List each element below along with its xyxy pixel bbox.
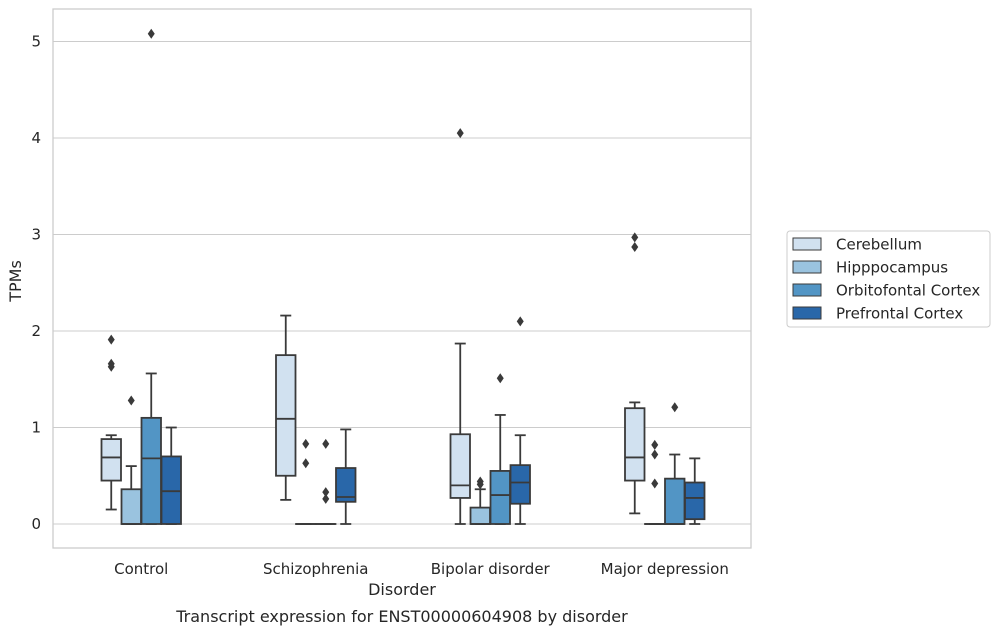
box	[275, 314, 297, 501]
box-body	[120, 488, 142, 525]
y-tick-label: 0	[31, 515, 41, 533]
box-body	[509, 464, 531, 505]
outlier-point	[631, 242, 639, 253]
outlier-point	[302, 458, 310, 469]
box-body	[335, 467, 357, 503]
x-tick-label: Control	[114, 560, 168, 578]
outlier-point	[456, 128, 464, 139]
series-orbitofontal-cortex	[140, 28, 686, 525]
box-body	[275, 354, 297, 477]
legend-label: Cerebellum	[836, 236, 922, 254]
outlier-point	[147, 28, 155, 39]
box	[469, 476, 491, 525]
box	[295, 438, 317, 525]
box	[644, 439, 666, 525]
box-body	[624, 407, 646, 482]
legend-swatch	[792, 283, 822, 297]
outlier-point	[651, 439, 659, 450]
box-body	[449, 433, 471, 499]
y-tick-label: 4	[31, 129, 41, 147]
outlier-point	[476, 476, 484, 487]
series-hipppocampus	[120, 395, 666, 525]
box-body	[489, 470, 511, 525]
y-tick-labels: 0 1 2 3 4 5	[31, 33, 41, 534]
box	[335, 428, 357, 525]
x-tick-label: Schizophrenia	[263, 560, 368, 578]
box	[489, 373, 511, 525]
box	[664, 402, 686, 525]
box	[100, 334, 122, 511]
box-body	[100, 438, 122, 482]
legend-swatch	[792, 306, 822, 320]
series-prefrontal-cortex	[160, 316, 706, 525]
legend-items: Cerebellum Hipppocampus Orbitofontal Corte…	[792, 236, 980, 323]
box	[449, 128, 471, 525]
legend-swatch	[792, 260, 822, 274]
x-tick-label: Major depression	[601, 560, 729, 578]
box-body	[140, 416, 162, 525]
plot-area-frame	[52, 8, 752, 549]
box	[684, 457, 706, 525]
chart-caption: Transcript expression for ENST0000060490…	[175, 607, 628, 626]
y-axis-label: TPMs	[6, 260, 25, 303]
box	[509, 316, 531, 525]
legend-label: Orbitofontal Cortex	[836, 282, 980, 300]
series-cerebellum	[100, 128, 646, 525]
box-body	[160, 455, 182, 525]
legend-frame	[786, 230, 991, 328]
outlier-point	[302, 438, 310, 449]
outlier-point	[496, 373, 504, 384]
y-tick-label: 1	[31, 419, 41, 437]
box-body	[469, 506, 491, 525]
legend-label: Prefrontal Cortex	[836, 305, 963, 323]
x-tick-labels: Control Schizophrenia Bipolar disorder Majo…	[114, 560, 729, 578]
outlier-point	[631, 232, 639, 243]
outlier-point	[322, 438, 330, 449]
x-axis-label: Disorder	[368, 580, 436, 599]
outlier-point	[651, 478, 659, 489]
box	[140, 28, 162, 525]
y-tick-label: 5	[31, 33, 41, 51]
outlier-point	[671, 402, 679, 413]
y-tick-label: 3	[31, 226, 41, 244]
box-body	[684, 481, 706, 521]
x-tick-label: Bipolar disorder	[431, 560, 551, 578]
legend-swatch	[792, 237, 822, 251]
box-body	[664, 477, 686, 525]
outlier-point	[651, 449, 659, 460]
y-tick-label: 2	[31, 322, 41, 340]
box-series-layer	[100, 28, 706, 525]
box	[624, 232, 646, 515]
legend-label: Hipppocampus	[836, 259, 948, 277]
box	[120, 395, 142, 525]
legend: Cerebellum Hipppocampus Orbitofontal Corte…	[786, 230, 991, 328]
outlier-point	[322, 493, 330, 504]
outlier-point	[127, 395, 135, 406]
outlier-point	[322, 487, 330, 498]
box	[160, 426, 182, 525]
box	[315, 438, 337, 525]
outlier-point	[107, 358, 115, 369]
outlier-point	[516, 316, 524, 327]
outlier-point	[107, 334, 115, 345]
